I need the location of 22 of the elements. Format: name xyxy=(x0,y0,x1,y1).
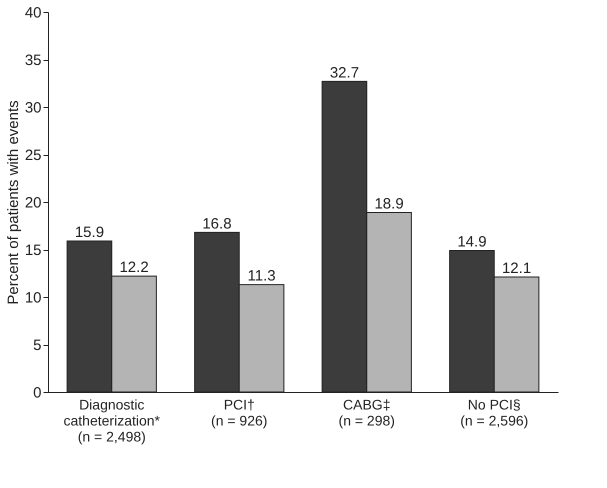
data-label: 11.3 xyxy=(248,268,276,285)
x-tick-label: Diagnostic catheterization* (n = 2,498) xyxy=(63,396,161,444)
data-label: 12.1 xyxy=(502,260,532,278)
data-label: 18.9 xyxy=(374,195,404,212)
y-tick-label: 5 xyxy=(33,337,42,354)
y-tick-label: 20 xyxy=(24,194,42,212)
data-label: 15.9 xyxy=(74,224,104,241)
y-tick-label: 30 xyxy=(24,100,42,116)
y-tick-label: 25 xyxy=(24,147,42,164)
data-label: 16.8 xyxy=(202,215,232,232)
data-label: 12.2 xyxy=(119,259,149,276)
x-tick-label: No PCI§ (n = 2,596) xyxy=(460,396,528,428)
y-tick-label: 35 xyxy=(24,52,42,69)
y-tick-label: 40 xyxy=(24,4,42,22)
x-tick-label: CABG‡ (n = 298) xyxy=(338,396,395,428)
y-tick-label: 0 xyxy=(33,384,42,402)
data-label: 14.9 xyxy=(457,233,487,250)
y-axis-title: Percent of patients with events xyxy=(4,100,22,305)
x-tick-label: PCI† (n = 926) xyxy=(211,396,268,428)
data-label: 32.7 xyxy=(330,64,360,82)
y-tick-label: 10 xyxy=(24,290,42,306)
y-tick-label: 15 xyxy=(24,242,42,259)
